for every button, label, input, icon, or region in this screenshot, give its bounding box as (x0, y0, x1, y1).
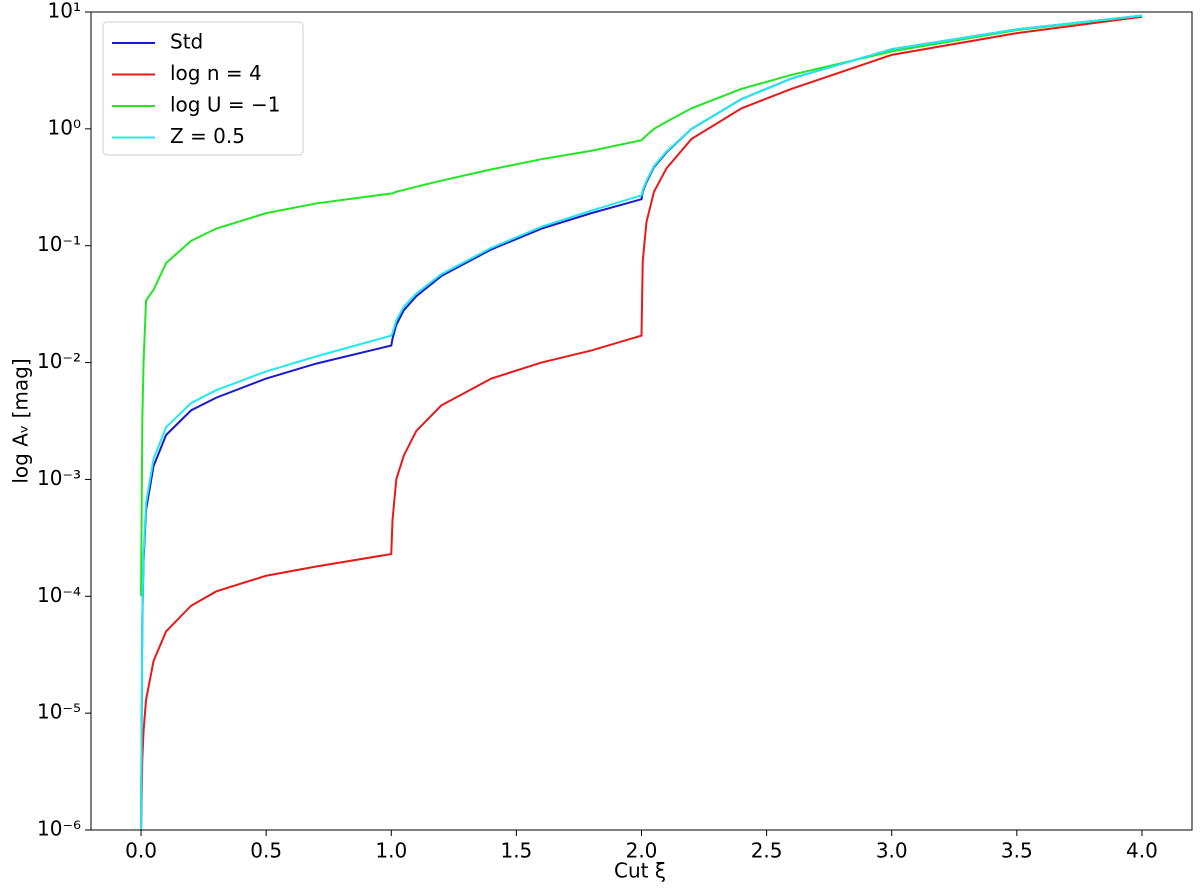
y-tick-label: 10⁻¹ (37, 232, 81, 256)
y-tick-label: 10⁻⁵ (37, 700, 81, 724)
x-tick-label: 4.0 (1126, 839, 1158, 863)
x-tick-label: 3.5 (1001, 839, 1033, 863)
legend-box (102, 21, 304, 156)
y-axis-label: log Aᵥ [mag] (9, 358, 33, 483)
y-tick-label: 10⁻² (37, 349, 81, 373)
legend-label: Std (170, 30, 203, 54)
legend-label: log U = −1 (170, 93, 280, 117)
y-tick-label: 10¹ (48, 0, 81, 23)
x-axis-label: Cut ξ (614, 859, 666, 883)
line-series (140, 14, 1143, 597)
y-tick-label: 10⁻⁴ (37, 583, 81, 607)
legend-label: log n = 4 (170, 61, 262, 85)
x-tick-label: 2.5 (751, 839, 783, 863)
y-tick-label: 10⁻³ (37, 466, 81, 490)
y-tick-label: 10⁰ (48, 115, 81, 139)
line-series (140, 14, 1143, 831)
x-tick-label: 0.0 (125, 839, 157, 863)
x-tick-label: 1.0 (375, 839, 407, 863)
legend-label: Z = 0.5 (170, 124, 245, 148)
line-series (140, 15, 1143, 831)
x-tick-label: 0.5 (250, 839, 282, 863)
y-tick-label: 10⁻⁶ (37, 817, 81, 841)
x-tick-label: 1.5 (500, 839, 532, 863)
x-tick-label: 2.0 (626, 839, 658, 863)
x-tick-label: 3.0 (876, 839, 908, 863)
